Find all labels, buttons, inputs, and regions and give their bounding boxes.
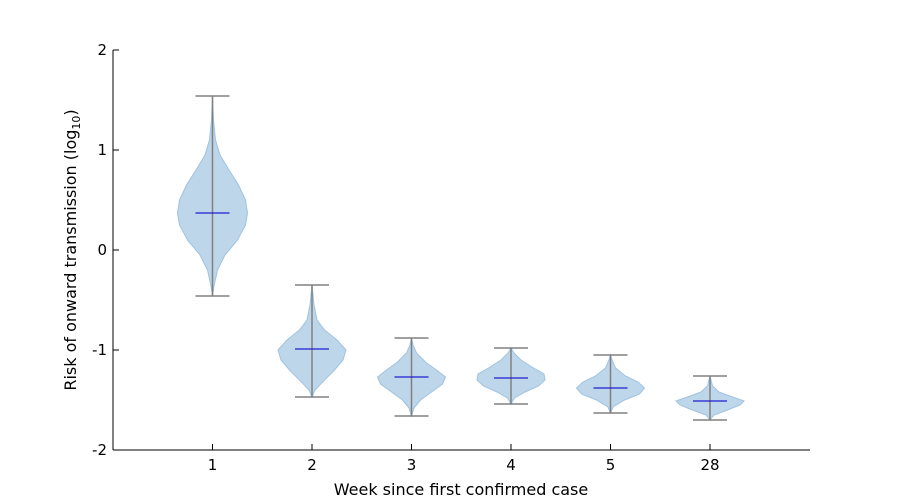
violin-group-3: [376, 337, 447, 418]
violin-group-28: [675, 375, 745, 421]
axes-layer: [112, 49, 810, 451]
violin-group-5: [575, 353, 646, 415]
violin-group-4: [476, 347, 546, 405]
violin-group-2: [277, 284, 347, 399]
x-tick-label-5: 5: [606, 456, 616, 474]
y-tick-label-1: 1: [97, 141, 107, 159]
x-tick-label-4: 4: [506, 456, 516, 474]
x-tick-label-2: 2: [307, 456, 317, 474]
y-tick-label--1: -1: [92, 341, 107, 359]
y-axis-title-subscript: 10: [70, 116, 83, 130]
x-tick-label-3: 3: [407, 456, 417, 474]
labels-layer: 1 2 3 4 5 28 2 1 0 -1 -2: [92, 41, 720, 474]
y-axis-title-main: Risk of onward transmission (log: [61, 130, 80, 391]
y-tick-label-0: 0: [97, 241, 107, 259]
y-axis-title-close: ): [61, 109, 80, 115]
x-axis-title: Week since first confirmed case: [334, 480, 588, 499]
violin-group-1: [176, 95, 249, 297]
y-tick-label--2: -2: [92, 441, 107, 459]
violins-layer: [176, 95, 745, 421]
x-tick-label-1: 1: [208, 456, 218, 474]
y-tick-label-2: 2: [97, 41, 107, 59]
x-tick-label-28: 28: [700, 456, 719, 474]
y-axis-title: Risk of onward transmission (log10): [61, 109, 83, 390]
